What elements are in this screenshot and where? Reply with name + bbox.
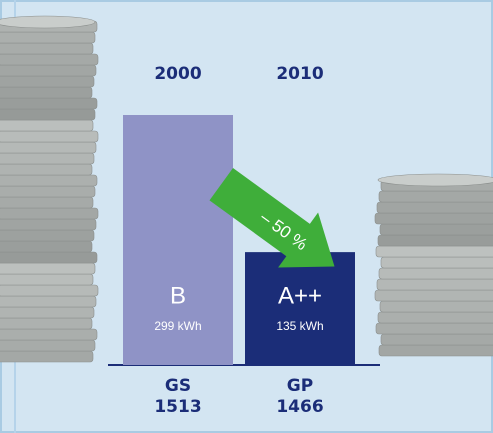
coin — [0, 197, 93, 208]
coin — [379, 345, 493, 356]
coin — [0, 76, 94, 87]
coin — [0, 318, 92, 329]
coin — [0, 307, 94, 318]
coin — [0, 98, 97, 109]
coin — [375, 213, 493, 224]
coin — [381, 257, 493, 268]
coin — [0, 329, 97, 340]
coin — [0, 65, 96, 76]
year-label: 2010 — [276, 64, 323, 84]
coin-top — [0, 16, 95, 28]
coin — [381, 334, 493, 345]
coin — [0, 153, 94, 164]
coin — [0, 274, 93, 285]
coin — [0, 120, 93, 131]
model-number: 1513 — [154, 397, 201, 417]
coin — [375, 290, 493, 301]
coin — [379, 191, 493, 202]
chart: 2000B299 kWhGS15132010A++135 kWhGP1466– … — [0, 0, 493, 433]
coin — [0, 186, 95, 197]
coin — [0, 32, 95, 43]
year-label: 2000 — [154, 64, 201, 84]
coin — [0, 142, 96, 153]
coin — [0, 230, 94, 241]
coin — [0, 43, 93, 54]
energy-class: A++ — [278, 282, 322, 309]
page: 2000B299 kWhGS15132010A++135 kWhGP1466– … — [0, 0, 493, 433]
value-label: 135 kWh — [276, 319, 323, 333]
coin — [378, 235, 493, 246]
coin — [0, 351, 93, 362]
coin — [0, 252, 97, 263]
model-label: GS — [165, 376, 191, 396]
model-number: 1466 — [276, 397, 323, 417]
coin — [376, 323, 493, 334]
coin — [0, 340, 95, 351]
coin — [378, 312, 493, 323]
coin — [0, 109, 95, 120]
coin — [377, 202, 493, 213]
coin — [377, 279, 493, 290]
value-label: 299 kWh — [154, 319, 201, 333]
coin — [0, 87, 92, 98]
coin — [380, 301, 493, 312]
coin — [0, 296, 96, 307]
coin — [0, 54, 98, 65]
coin — [379, 268, 493, 279]
energy-class: B — [170, 282, 186, 309]
coin — [0, 131, 98, 142]
model-label: GP — [287, 376, 313, 396]
coin — [0, 175, 97, 186]
coin — [376, 246, 493, 257]
coin — [0, 208, 98, 219]
coin — [0, 241, 92, 252]
coin — [0, 219, 96, 230]
coin — [0, 263, 95, 274]
coin — [0, 285, 98, 296]
coin-top — [378, 174, 493, 186]
coin — [380, 224, 493, 235]
coin — [0, 164, 92, 175]
